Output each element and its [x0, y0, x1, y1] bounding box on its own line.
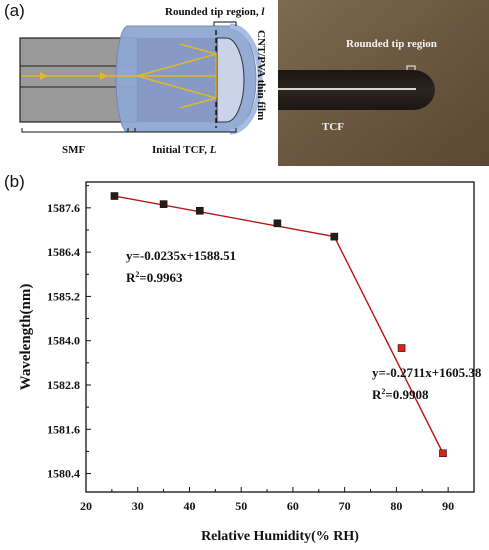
fit2-r2: R2=0.9908 — [372, 387, 429, 402]
micro-tip-label: Rounded tip region — [346, 38, 437, 50]
y-tick-label-2: 1582.8 — [47, 378, 80, 392]
fit2-equation: y=-0.2711x+1605.38 — [372, 365, 482, 380]
tcf-label: Initial TCF, L — [152, 144, 217, 156]
light-arrow-1 — [100, 72, 108, 80]
fit-line-1 — [114, 195, 335, 238]
panel-a-label: (a) — [4, 1, 25, 20]
humidity-chart: 20 30 40 50 60 70 80 90 1580.4 1581.6 1582.8 1584.0… — [18, 181, 482, 544]
light-rays — [22, 43, 217, 109]
data-point-1-1 — [110, 192, 119, 200]
tip-region-label: Rounded tip region, l — [165, 6, 265, 18]
plot-frame — [85, 181, 475, 493]
smf-label: SMF — [62, 144, 86, 156]
x-axis-label: Relative Humidity(% RH) — [201, 529, 359, 544]
rounded-tip — [216, 37, 245, 123]
x-tick-label-4: 60 — [287, 499, 299, 513]
data-point-2-2 — [439, 449, 447, 458]
fiber-schematic: Rounded tip region, l CNT/PVA thin film … — [19, 6, 267, 156]
light-arrow-2 — [40, 72, 48, 80]
x-tick-label-5: 70 — [339, 499, 351, 513]
x-tick-label-7: 90 — [442, 499, 454, 513]
y-tick-label-0: 1580.4 — [47, 467, 80, 481]
fit1-r2: R2=0.9963 — [126, 270, 183, 285]
x-tick-label-0: 20 — [80, 499, 92, 513]
micro-tip-bracket — [406, 65, 416, 70]
y-tick-label-4: 1585.2 — [47, 289, 80, 303]
data-point-2-1 — [397, 344, 406, 352]
y-tick-label-6: 1587.6 — [47, 201, 80, 215]
micro-tcf-label: TCF — [322, 121, 344, 133]
panel-b-label: (b) — [4, 172, 25, 191]
micrograph: Rounded tip region TCF — [278, 0, 489, 166]
plot-layer: 20 30 40 50 60 70 80 90 1580.4 1581.6 1582.8 1584.0… — [18, 181, 482, 544]
smf-bracket — [21, 128, 136, 133]
data-point-1-2 — [159, 200, 168, 208]
data-point-1-4 — [273, 219, 282, 228]
fit-line-2 — [333, 236, 444, 454]
film-label: CNT/PVA thin film — [255, 30, 267, 120]
x-tick-label-6: 80 — [390, 499, 402, 513]
thin-film-layer — [229, 23, 263, 135]
y-tick-label-3: 1584.0 — [47, 334, 80, 348]
fit1-equation: y=-0.0235x+1588.51 — [126, 248, 236, 263]
tip-region-bracket — [213, 21, 237, 26]
x-tick-label-1: 30 — [132, 499, 144, 513]
x-tick-label-2: 40 — [183, 499, 195, 513]
data-point-1-3 — [196, 206, 204, 215]
y-tick-label-5: 1586.4 — [47, 245, 80, 259]
tcf-bracket — [127, 128, 237, 133]
y-axis-label: Wavelength(nm) — [18, 284, 34, 391]
x-tick-label-3: 50 — [235, 499, 247, 513]
y-tick-label-1: 1581.6 — [47, 422, 80, 436]
data-point-1-5 — [330, 232, 339, 241]
